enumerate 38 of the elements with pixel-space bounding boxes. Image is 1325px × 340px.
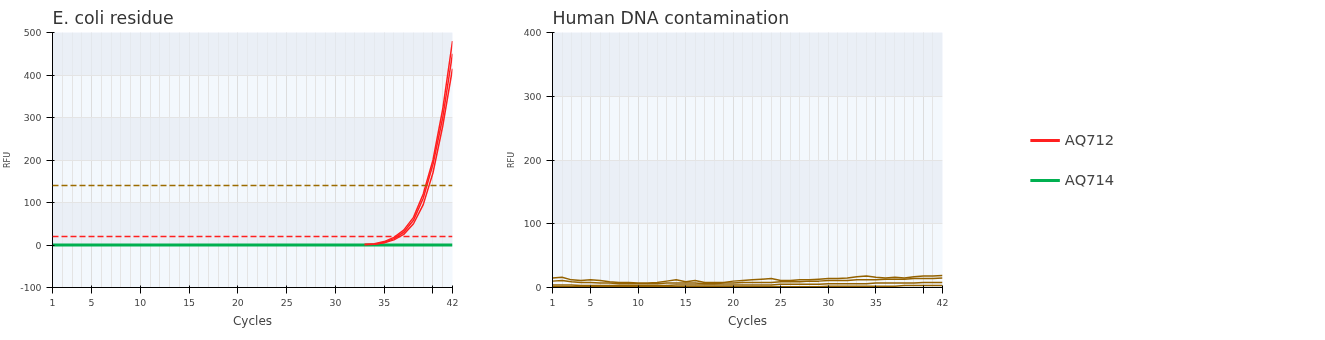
- y-tick-label: 100: [523, 218, 542, 230]
- x-tick-label: 15: [183, 296, 196, 308]
- x-tick-label: 15: [679, 296, 692, 308]
- y-tick-label: 0: [35, 239, 42, 251]
- chart-title: Human DNA contamination: [552, 7, 790, 28]
- x-tick-label: 20: [231, 296, 244, 308]
- x-tick-label: 25: [774, 296, 787, 308]
- x-tick-label: 30: [329, 296, 342, 308]
- x-tick-label: 10: [134, 296, 147, 308]
- x-tick-label: 10: [632, 296, 645, 308]
- y-tick-label: 0: [535, 282, 542, 293]
- y-tick-label: 400: [23, 69, 42, 81]
- y-axis-title: RFU: [3, 151, 13, 169]
- x-tick-label: 5: [587, 296, 594, 308]
- y-axis-title: RFU: [506, 151, 516, 169]
- y-tick-label: 100: [23, 197, 42, 208]
- x-tick-label: 35: [869, 296, 882, 308]
- x-tick-label: 35: [378, 296, 391, 308]
- x-axis-title: Cycles: [232, 313, 273, 328]
- y-tick-label: 300: [23, 112, 42, 123]
- y-tick-label: -100: [20, 282, 42, 293]
- x-tick-label: 30: [822, 296, 835, 308]
- x-tick-label: 25: [280, 296, 293, 308]
- legend-label: AQ712: [1064, 131, 1115, 148]
- x-axis-title: Cycles: [727, 313, 768, 328]
- legend-label: AQ714: [1064, 171, 1115, 188]
- y-tick-label: 200: [23, 154, 42, 166]
- x-tick-label: 1: [49, 296, 56, 308]
- y-tick-label: 500: [23, 27, 42, 38]
- x-tick-label: 42: [446, 296, 459, 308]
- chart-title: E. coli residue: [52, 7, 174, 28]
- x-tick-label: 20: [727, 296, 740, 308]
- y-tick-label: 200: [523, 154, 542, 166]
- y-tick-label: 400: [523, 27, 542, 38]
- x-tick-label: 1: [549, 296, 556, 308]
- x-tick-label: 42: [936, 296, 949, 308]
- x-tick-label: 5: [88, 296, 95, 308]
- y-tick-label: 300: [523, 90, 542, 102]
